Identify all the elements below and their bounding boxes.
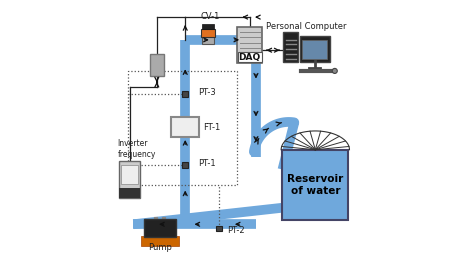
Text: Pump: Pump [148, 243, 172, 252]
FancyBboxPatch shape [119, 161, 140, 198]
FancyBboxPatch shape [150, 54, 164, 76]
FancyBboxPatch shape [283, 31, 299, 62]
FancyBboxPatch shape [144, 219, 176, 237]
Text: DAQ: DAQ [238, 53, 261, 61]
FancyBboxPatch shape [182, 162, 188, 168]
FancyBboxPatch shape [201, 36, 214, 44]
FancyBboxPatch shape [283, 150, 348, 220]
Text: Reservoir
of water: Reservoir of water [287, 174, 344, 196]
FancyBboxPatch shape [216, 226, 222, 231]
FancyBboxPatch shape [182, 91, 188, 97]
FancyBboxPatch shape [202, 24, 213, 29]
FancyBboxPatch shape [300, 36, 330, 62]
Text: Inverter
frequency: Inverter frequency [118, 139, 156, 158]
FancyBboxPatch shape [201, 29, 215, 37]
Text: FT-1: FT-1 [203, 122, 220, 132]
FancyBboxPatch shape [141, 236, 179, 246]
FancyBboxPatch shape [237, 27, 262, 62]
Text: PT-1: PT-1 [198, 159, 216, 168]
FancyBboxPatch shape [171, 117, 199, 137]
Circle shape [332, 68, 337, 73]
Text: PT-2: PT-2 [227, 226, 245, 235]
FancyBboxPatch shape [302, 40, 328, 59]
Text: PT-3: PT-3 [198, 88, 216, 97]
FancyBboxPatch shape [121, 165, 138, 184]
Text: Personal Computer: Personal Computer [266, 22, 346, 31]
FancyBboxPatch shape [119, 188, 140, 198]
Text: CV-1: CV-1 [201, 12, 220, 21]
